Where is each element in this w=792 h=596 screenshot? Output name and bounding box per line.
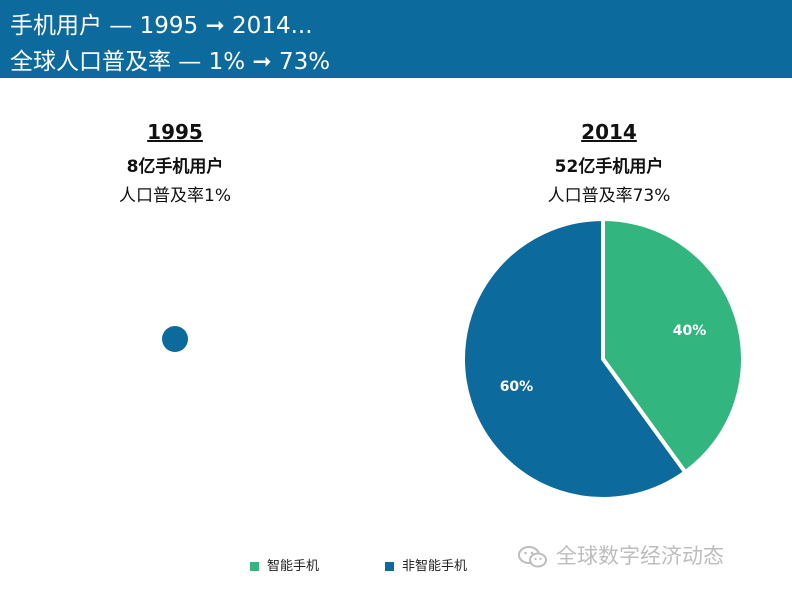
year-2014-label: 2014	[581, 120, 637, 144]
legend-label-smartphone: 智能手机	[267, 559, 320, 574]
watermark-text: 全球数字经济动态	[556, 544, 724, 568]
column-2014: 2014 52亿手机用户 人口普及率73%	[479, 120, 739, 206]
pie-label-feature-phone: 60%	[500, 379, 534, 395]
penetration-2014-label: 人口普及率73%	[547, 186, 671, 206]
legend-label-feature-phone: 非智能手机	[402, 559, 468, 574]
legend-swatch-smartphone	[250, 562, 259, 571]
pie-label-smartphone: 40%	[673, 323, 707, 339]
watermark: 全球数字经济动态	[518, 540, 724, 570]
pie-slice-feature-phone	[461, 217, 688, 501]
users-2014-label: 52亿手机用户	[554, 157, 664, 177]
dot-1995	[162, 326, 188, 352]
pie-slice-smartphone	[601, 217, 745, 475]
column-1995: 1995 8亿手机用户 人口普及率1%	[45, 120, 305, 206]
users-1995-label: 8亿手机用户	[126, 157, 224, 177]
pie-chart-2014: 40% 60%	[461, 217, 745, 501]
wechat-icon	[518, 546, 547, 568]
legend-item-smartphone: 智能手机	[250, 555, 319, 574]
penetration-1995-label: 人口普及率1%	[119, 186, 231, 206]
header-line-2: 全球人口普及率 — 1% ➞ 73%	[10, 49, 331, 75]
legend-swatch-feature-phone	[385, 562, 394, 571]
legend-item-feature-phone: 非智能手机	[385, 555, 467, 574]
header-line-1: 手机用户 — 1995 ➞ 2014...	[10, 13, 313, 39]
year-1995-label: 1995	[147, 120, 203, 144]
header-banner: 手机用户 — 1995 ➞ 2014... 全球人口普及率 — 1% ➞ 73%	[0, 0, 792, 78]
